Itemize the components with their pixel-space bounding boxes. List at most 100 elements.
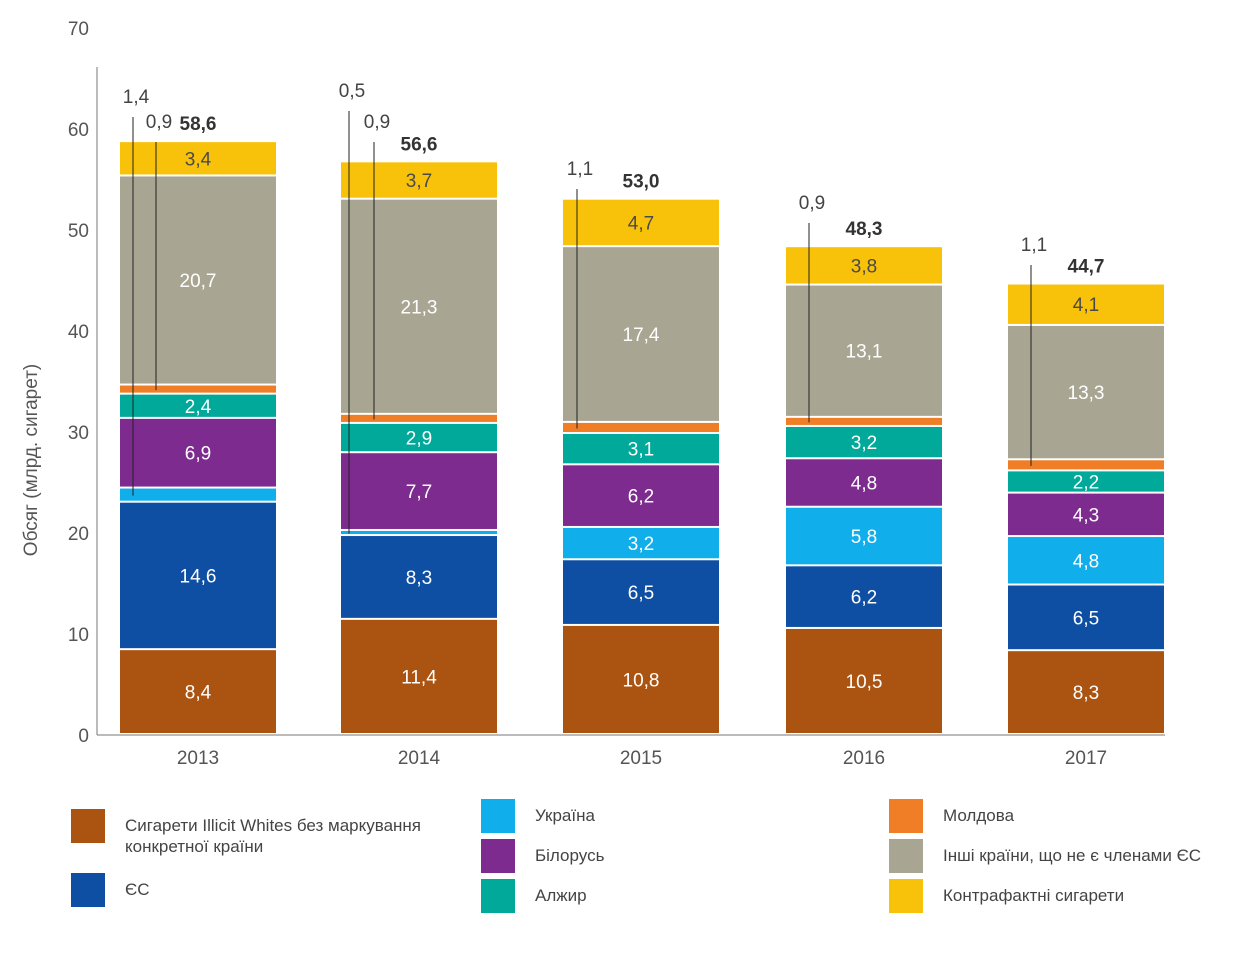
data-label-сигарети-illicit-whites-без-маркування-конкретної-країни-2016: 10,5: [846, 672, 883, 693]
legend-item-ukraine: Україна: [481, 799, 595, 833]
legend-item-moldova: Молдова: [889, 799, 1014, 833]
bar-stack-2016: 10,5 6,2 5,8 4,8 3,2 13,1 3,8: [786, 247, 942, 733]
bar-segment-єс-2015: [563, 560, 719, 624]
legend-item-algeria: Алжир: [481, 879, 587, 913]
legend-label-moldova: Молдова: [943, 806, 1015, 825]
x-axis: 2013 2014 2015 2016 2017: [97, 734, 1165, 769]
bar-stack-2017: 8,3 6,5 4,8 4,3 2,2 13,3 4,1: [1008, 284, 1164, 733]
bar-segment-контрафактні-сигарети-2013: [120, 142, 276, 175]
y-tick-label: 70: [68, 19, 89, 40]
legend-label-ukraine: Україна: [535, 806, 595, 825]
total-label-2016: 48,3: [846, 219, 883, 240]
data-label-україна-2016: 5,8: [851, 527, 877, 548]
legend-item-counterfeit: Контрафактні сигарети: [889, 879, 1124, 913]
bar-segment-білорусь-2017: [1008, 493, 1164, 536]
data-label-єс-2013: 14,6: [180, 566, 217, 587]
y-axis: 0 10 20 30 40 50 60 70 Обсяг (млрд. сигарет): [21, 19, 98, 747]
bar-segment-україна-2015: [563, 527, 719, 559]
y-tick-label: 10: [68, 625, 89, 646]
data-label-інші-країни-що-не-є-членами-єс-2016: 13,1: [846, 342, 883, 363]
total-label-2014: 56,6: [401, 134, 438, 155]
legend-label-algeria: Алжир: [535, 886, 587, 905]
callout-label-україна-2014: 0,5: [339, 81, 365, 102]
data-label-білорусь-2017: 4,3: [1073, 505, 1099, 526]
bar-segment-інші-країни-що-не-є-членами-єс-2015: [563, 247, 719, 421]
bar-segment-україна-2017: [1008, 537, 1164, 584]
y-tick-label: 50: [68, 221, 89, 242]
bar-segment-єс-2013: [120, 502, 276, 649]
legend-swatch-counterfeit: [889, 879, 923, 913]
bar-segment-білорусь-2013: [120, 418, 276, 487]
x-tick-label-2013: 2013: [177, 748, 219, 769]
bar-segment-єс-2017: [1008, 585, 1164, 650]
bar-segment-контрафактні-сигарети-2017: [1008, 284, 1164, 324]
data-label-білорусь-2013: 6,9: [185, 444, 211, 465]
callout-label-молдова-2016: 0,9: [799, 193, 825, 214]
data-label-алжир-2014: 2,9: [406, 429, 432, 450]
data-label-єс-2017: 6,5: [1073, 608, 1099, 629]
data-label-білорусь-2015: 6,2: [628, 487, 654, 508]
total-labels: 58,6 56,6 53,0 48,3 44,7: [180, 114, 1105, 277]
data-label-алжир-2015: 3,1: [628, 440, 654, 461]
total-label-2017: 44,7: [1068, 257, 1105, 278]
data-label-контрафактні-сигарети-2013: 3,4: [185, 149, 212, 170]
y-tick-label: 30: [68, 423, 89, 444]
bar-segment-україна-2016: [786, 507, 942, 565]
legend-swatch-eu: [71, 873, 105, 907]
bar-segment-молдова-2013: [120, 385, 276, 393]
legend-item-eu: ЄС: [71, 873, 150, 907]
bar-segment-білорусь-2015: [563, 465, 719, 526]
y-axis-title: Обсяг (млрд. сигарет): [21, 364, 42, 556]
bar-segment-єс-2014: [341, 536, 497, 618]
bar-segment-контрафактні-сигарети-2015: [563, 199, 719, 246]
legend-label-other-non-eu: Інші країни, що не є членами ЄС: [943, 846, 1202, 865]
bar-stack-2013: 8,4 14,6 6,9 2,4 20,7 3,4: [120, 142, 276, 733]
data-label-інші-країни-що-не-є-членами-єс-2013: 20,7: [180, 271, 217, 292]
data-label-єс-2015: 6,5: [628, 583, 654, 604]
bar-segment-молдова-2017: [1008, 460, 1164, 470]
callout-label-молдова-2013: 0,9: [146, 112, 172, 133]
bar-segment-сигарети-illicit-whites-без-маркування-конкретної-країни-2015: [563, 625, 719, 733]
bar-segment-сигарети-illicit-whites-без-маркування-конкретної-країни-2014: [341, 619, 497, 733]
data-label-україна-2015: 3,2: [628, 534, 654, 555]
x-tick-label-2017: 2017: [1065, 748, 1107, 769]
data-label-контрафактні-сигарети-2015: 4,7: [628, 213, 654, 234]
bar-segment-єс-2016: [786, 566, 942, 627]
data-label-контрафактні-сигарети-2016: 3,8: [851, 256, 877, 277]
legend-swatch-algeria: [481, 879, 515, 913]
bar-segment-україна-2013: [120, 488, 276, 501]
data-label-інші-країни-що-не-є-членами-єс-2015: 17,4: [623, 325, 660, 346]
bar-segment-інші-країни-що-не-є-членами-єс-2013: [120, 176, 276, 384]
bar-segment-контрафактні-сигарети-2014: [341, 162, 497, 198]
legend-item-belarus: Білорусь: [481, 839, 604, 873]
bar-segment-сигарети-illicit-whites-без-маркування-конкретної-країни-2013: [120, 650, 276, 733]
data-label-алжир-2016: 3,2: [851, 433, 877, 454]
bar-segment-молдова-2015: [563, 422, 719, 433]
legend-swatch-illicit-whites: [71, 809, 105, 843]
bar-segment-алжир-2015: [563, 434, 719, 464]
bar-segment-молдова-2014: [341, 414, 497, 422]
data-label-білорусь-2016: 4,8: [851, 474, 877, 495]
callout-label-молдова-2017: 1,1: [1021, 235, 1047, 256]
data-label-єс-2016: 6,2: [851, 588, 877, 609]
bar-segment-інші-країни-що-не-є-членами-єс-2017: [1008, 325, 1164, 459]
bar-segment-алжир-2014: [341, 423, 497, 452]
data-label-білорусь-2014: 7,7: [406, 482, 432, 503]
bar-stack-2014: 11,4 8,3 7,7 2,9 21,3 3,7: [341, 162, 497, 733]
bar-segment-молдова-2016: [786, 417, 942, 425]
stacked-bar-chart: 0 10 20 30 40 50 60 70 Обсяг (млрд. сигарет) 8,4…: [21, 19, 1165, 769]
data-label-інші-країни-що-не-є-членами-єс-2014: 21,3: [401, 297, 438, 318]
data-label-алжир-2017: 2,2: [1073, 473, 1099, 494]
data-label-єс-2014: 8,3: [406, 568, 432, 589]
data-label-сигарети-illicit-whites-без-маркування-конкретної-країни-2013: 8,4: [185, 683, 212, 704]
data-label-сигарети-illicit-whites-без-маркування-конкретної-країни-2014: 11,4: [401, 667, 437, 688]
legend-label-belarus: Білорусь: [535, 846, 605, 865]
data-label-контрафактні-сигарети-2017: 4,1: [1073, 295, 1099, 316]
callout-label-молдова-2014: 0,9: [364, 112, 390, 133]
y-tick-label: 20: [68, 524, 89, 545]
legend-swatch-ukraine: [481, 799, 515, 833]
bar-segment-білорусь-2016: [786, 459, 942, 506]
bar-stack-2015: 10,8 6,5 3,2 6,2 3,1 17,4 4,7: [563, 199, 719, 733]
data-label-сигарети-illicit-whites-без-маркування-конкретної-країни-2017: 8,3: [1073, 683, 1099, 704]
x-tick-label-2015: 2015: [620, 748, 662, 769]
